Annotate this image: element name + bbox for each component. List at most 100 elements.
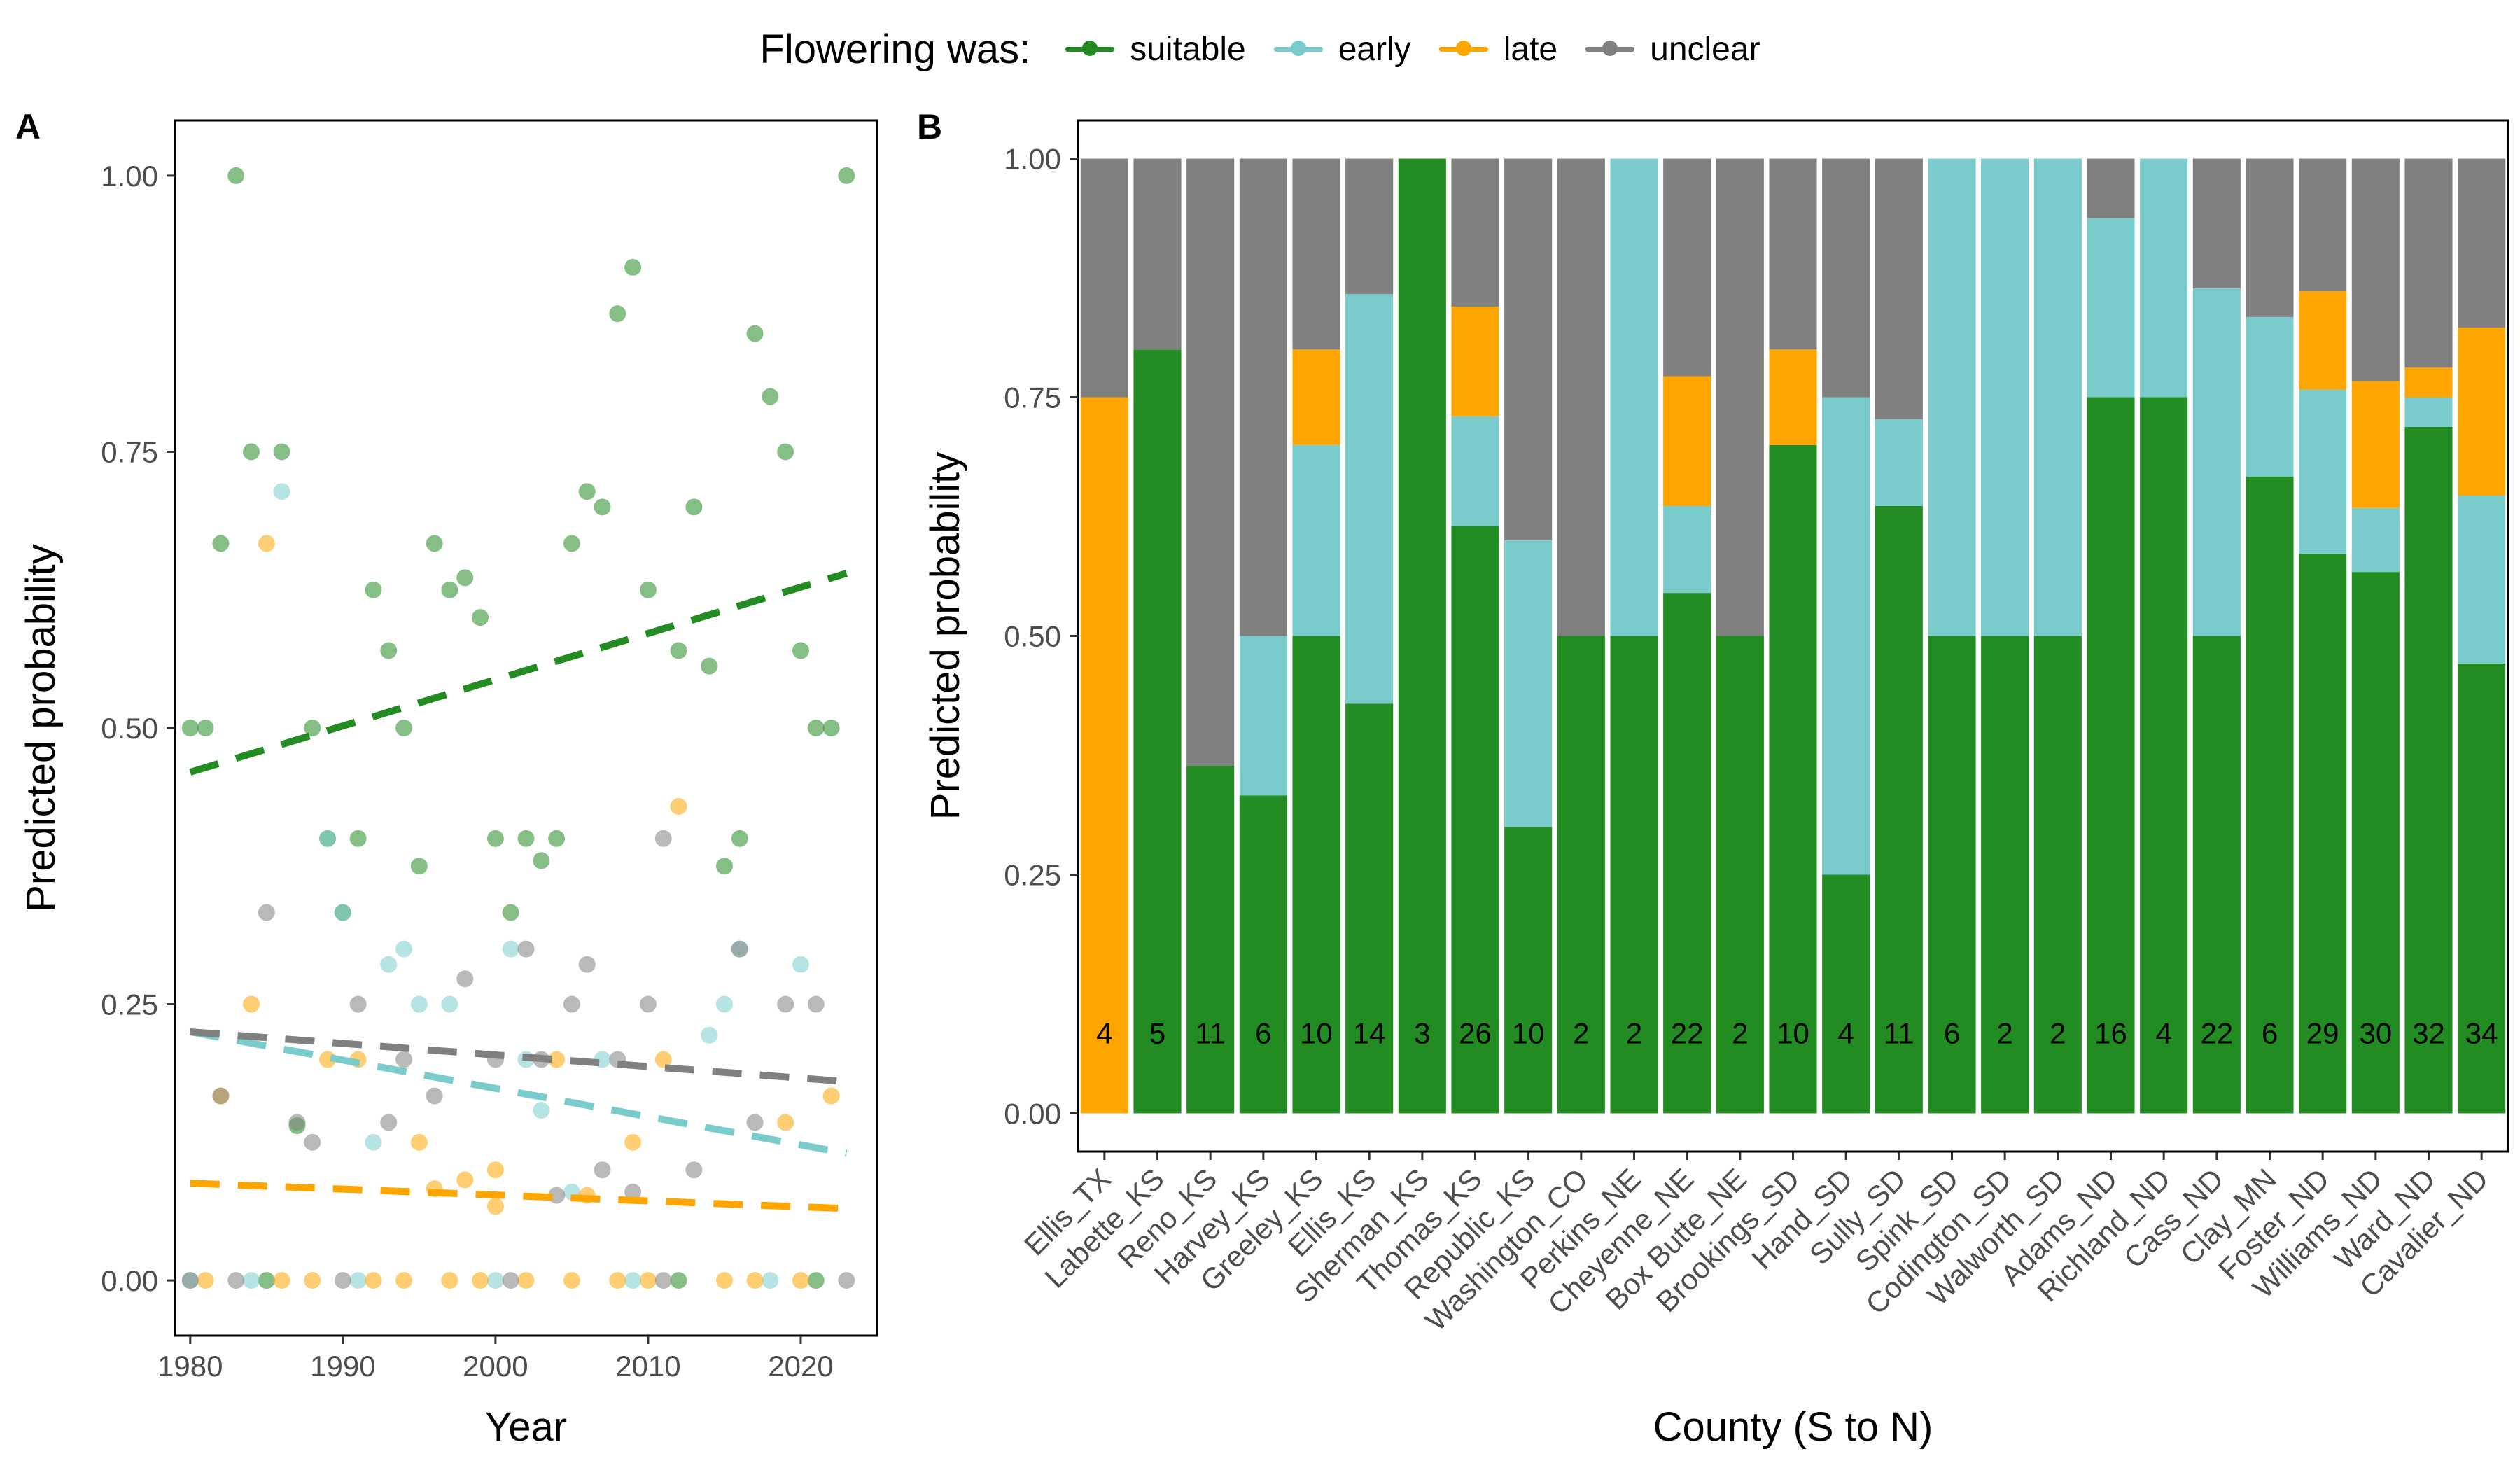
- legend-key-late: [1438, 41, 1488, 56]
- point-suitable: [304, 720, 321, 736]
- point-late: [548, 1051, 566, 1068]
- count-label-ellis-tx: 4: [1096, 1017, 1112, 1050]
- point-suitable: [502, 904, 519, 921]
- bar-suitable-williams-nd: [2351, 572, 2400, 1114]
- bar-unclear-sully-sd: [1875, 158, 1923, 419]
- count-label-foster-nd: 29: [2306, 1017, 2339, 1050]
- point-suitable: [838, 167, 855, 184]
- point-late: [472, 1272, 489, 1289]
- point-early: [349, 1272, 367, 1289]
- bar-late-ellis-tx: [1080, 397, 1128, 1114]
- point-unclear: [426, 1087, 443, 1105]
- point-suitable: [670, 1272, 687, 1289]
- count-label-washington-co: 2: [1573, 1017, 1589, 1050]
- count-label-harvey-ks: 6: [1255, 1017, 1271, 1050]
- trend-line-unclear: [190, 1028, 847, 1086]
- bar-early-thomas-ks: [1451, 416, 1499, 526]
- point-unclear: [258, 904, 275, 921]
- legend-item-unclear: unclear: [1586, 30, 1760, 69]
- x-tick-label: 2000: [463, 1350, 528, 1382]
- legend-label-late: late: [1503, 30, 1558, 68]
- point-suitable: [181, 720, 199, 736]
- point-early: [410, 995, 428, 1013]
- bar-suitable-sherman-ks: [1398, 158, 1446, 1114]
- bar-suitable-hand-sd: [1822, 874, 1870, 1114]
- bar-early-cheyenne-ne: [1663, 506, 1712, 594]
- point-early: [502, 940, 519, 958]
- bar-early-sully-sd: [1875, 419, 1923, 507]
- legend-label-early: early: [1338, 30, 1411, 68]
- legend-key-suitable: [1065, 41, 1115, 56]
- bar-early-foster-nd: [2299, 389, 2347, 554]
- point-unclear: [288, 1114, 306, 1131]
- count-label-sherman-ks: 3: [1414, 1017, 1430, 1050]
- bar-unclear-ellis-tx: [1080, 158, 1128, 398]
- y-tick-label: 0.25: [101, 988, 158, 1021]
- trend-line-late: [190, 1180, 847, 1212]
- point-early: [762, 1272, 779, 1289]
- bar-suitable-thomas-ks: [1451, 526, 1499, 1114]
- count-label-greeley-ks: 10: [1300, 1017, 1333, 1050]
- point-late: [654, 1051, 672, 1068]
- bar-unclear-republic-ks: [1504, 158, 1553, 541]
- bar-suitable-spink-sd: [1928, 636, 1976, 1114]
- y-tick-label: 1.00: [1004, 143, 1061, 176]
- point-late: [410, 1133, 428, 1151]
- count-label-thomas-ks: 26: [1459, 1017, 1492, 1050]
- point-late: [639, 1272, 657, 1289]
- y-tick-label: 0.75: [1004, 382, 1061, 414]
- bar-suitable-codington-sd: [1981, 636, 2029, 1114]
- point-early: [334, 904, 351, 921]
- bar-suitable-greeley-ks: [1292, 636, 1340, 1114]
- point-late: [777, 1114, 794, 1131]
- point-suitable: [563, 535, 580, 552]
- point-suitable: [197, 720, 214, 736]
- bar-suitable-foster-nd: [2299, 554, 2347, 1114]
- legend: Flowering was: suitable early late uncle…: [0, 21, 2520, 77]
- point-late: [304, 1272, 321, 1289]
- count-label-labette-ks: 5: [1149, 1017, 1166, 1050]
- point-early: [365, 1133, 382, 1151]
- bar-early-spink-sd: [1928, 158, 1976, 636]
- point-unclear: [838, 1272, 855, 1289]
- point-unclear: [731, 940, 748, 958]
- bar-late-foster-nd: [2299, 291, 2347, 390]
- point-suitable: [486, 830, 504, 847]
- bar-unclear-clay-mn: [2246, 158, 2294, 317]
- bar-early-codington-sd: [1981, 158, 2029, 636]
- bar-suitable-labette-ks: [1133, 349, 1182, 1114]
- point-unclear: [456, 970, 474, 988]
- point-unclear: [807, 995, 825, 1013]
- count-label-cass-nd: 22: [2200, 1017, 2233, 1050]
- point-unclear: [502, 1272, 519, 1289]
- count-label-cheyenne-ne: 22: [1671, 1017, 1704, 1050]
- count-label-ellis-ks: 14: [1353, 1017, 1386, 1050]
- bar-suitable-adams-nd: [2087, 397, 2135, 1114]
- point-late: [396, 1272, 413, 1289]
- x-axis-title: Year: [485, 1404, 567, 1450]
- point-unclear: [578, 955, 596, 973]
- bar-early-ellis-ks: [1345, 294, 1394, 704]
- bar-early-hand-sd: [1822, 397, 1870, 875]
- bar-unclear-hand-sd: [1822, 158, 1870, 398]
- point-early: [273, 483, 290, 500]
- x-tick-label: 2020: [768, 1350, 833, 1382]
- point-suitable: [517, 830, 535, 847]
- bar-unclear-ellis-ks: [1345, 158, 1394, 295]
- point-unclear: [639, 995, 657, 1013]
- point-unclear: [304, 1133, 321, 1151]
- point-suitable: [594, 498, 611, 516]
- y-axis-title: Predicted probability: [923, 452, 968, 820]
- y-tick-label: 0.50: [101, 712, 158, 745]
- point-unclear: [624, 1183, 642, 1200]
- point-early: [486, 1272, 504, 1289]
- bar-unclear-greeley-ks: [1292, 158, 1340, 350]
- bar-suitable-cass-nd: [2192, 636, 2241, 1114]
- bar-late-cheyenne-ne: [1663, 376, 1712, 507]
- bar-early-williams-nd: [2351, 507, 2400, 573]
- bar-unclear-reno-ks: [1186, 158, 1235, 766]
- point-late: [792, 1272, 809, 1289]
- point-late: [243, 995, 260, 1013]
- bar-unclear-brookings-sd: [1769, 158, 1817, 350]
